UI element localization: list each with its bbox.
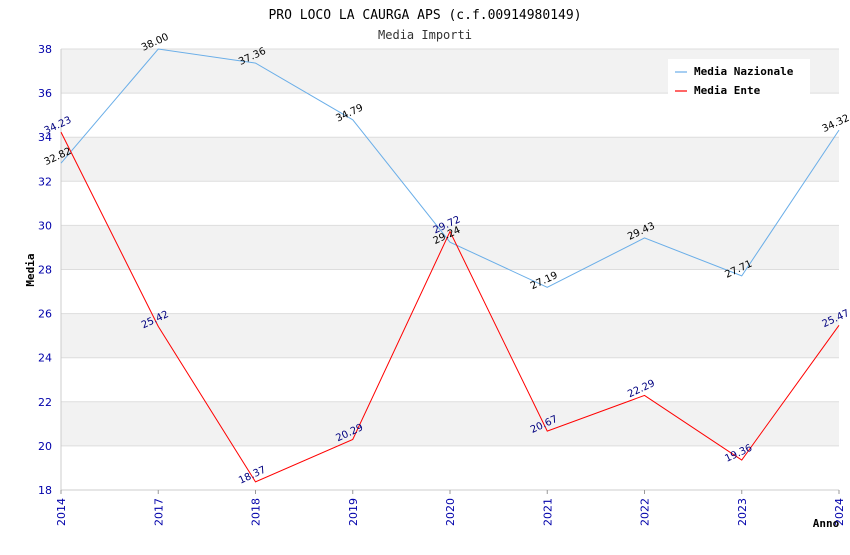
x-tick-label: 2018 — [250, 498, 263, 526]
y-tick-label: 24 — [38, 352, 52, 365]
x-tick-label: 2019 — [347, 498, 360, 526]
grid-band — [61, 445, 839, 490]
y-axis-label: Media — [24, 253, 37, 286]
y-tick-label: 32 — [38, 175, 52, 188]
legend-box — [668, 59, 810, 97]
x-tick-label: 2022 — [639, 498, 652, 526]
y-tick-label: 30 — [38, 219, 52, 232]
y-tick-label: 36 — [38, 87, 52, 100]
legend-label-media-ente: Media Ente — [694, 84, 761, 97]
x-tick-label: 2024 — [833, 498, 846, 526]
y-tick-label: 34 — [38, 131, 52, 144]
y-tick-label: 38 — [38, 43, 52, 56]
y-axis-ticks: 18 20 22 24 26 28 30 32 34 36 38 — [38, 43, 52, 497]
grid-band — [61, 269, 839, 314]
x-tick-label: 2021 — [541, 498, 554, 526]
legend-label-media-nazionale: Media Nazionale — [694, 65, 794, 78]
grid-band — [61, 357, 839, 402]
y-tick-label: 28 — [38, 264, 52, 277]
grid-band — [61, 313, 839, 358]
grid-bands — [61, 49, 839, 490]
grid-band — [61, 93, 839, 138]
x-tick-label: 2020 — [444, 498, 457, 526]
series-line-media-ente — [60, 131, 840, 483]
x-tick-label: 2023 — [736, 498, 749, 526]
x-axis-label: Anno — [813, 517, 840, 530]
y-tick-label: 26 — [38, 308, 52, 321]
legend: Media Nazionale Media Ente — [668, 59, 810, 97]
chart-subtitle: Media Importi — [378, 28, 472, 42]
x-tick-label: 2017 — [152, 498, 165, 526]
series-line-media-nazionale — [60, 48, 840, 288]
x-axis-ticks: 2014 2017 2018 2019 2020 2021 2022 2023 2024 — [55, 490, 846, 526]
grid-band — [61, 137, 839, 182]
series-lines — [60, 48, 840, 483]
y-tick-label: 20 — [38, 440, 52, 453]
y-tick-label: 22 — [38, 396, 52, 409]
chart-title: PRO LOCO LA CAURGA APS (c.f.00914980149) — [268, 8, 581, 23]
grid-band — [61, 401, 839, 446]
x-tick-label: 2014 — [55, 498, 68, 526]
grid-band — [61, 181, 839, 226]
y-tick-label: 18 — [38, 484, 52, 497]
